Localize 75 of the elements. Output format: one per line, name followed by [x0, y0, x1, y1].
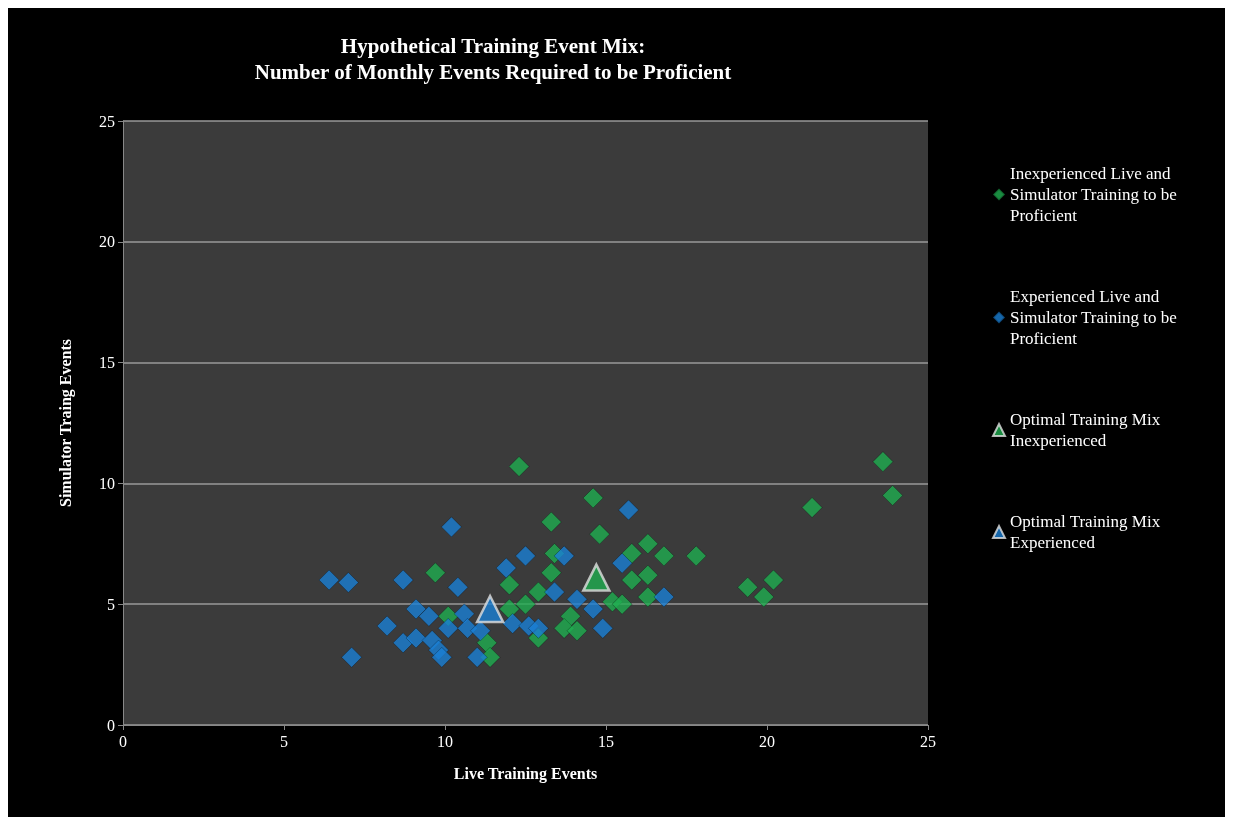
point: [431, 646, 453, 668]
point: [543, 581, 565, 603]
point: [611, 552, 633, 574]
point: [637, 586, 659, 608]
point: [527, 617, 549, 639]
x-tick-label: 0: [119, 732, 127, 750]
y-tick-label: 15: [99, 354, 115, 372]
x-tick-label: 25: [920, 732, 936, 750]
point: [737, 576, 759, 598]
x-tick-label: 20: [759, 732, 775, 750]
point: [405, 598, 427, 620]
point: [337, 571, 359, 593]
x-tick-label: 10: [437, 732, 453, 750]
point: [498, 598, 520, 620]
point: [418, 605, 440, 627]
point: [540, 511, 562, 533]
point: [466, 646, 488, 668]
legend-label: Inexperienced Live and Simulator Training to be Proficient: [1010, 164, 1181, 225]
point: [762, 569, 784, 591]
point: [341, 646, 363, 668]
point: [376, 615, 398, 637]
point: [637, 564, 659, 586]
legend-label: Optimal Training Mix Inexperienced: [1010, 410, 1161, 450]
point: [540, 562, 562, 584]
point: [611, 593, 633, 615]
point: [318, 569, 340, 591]
point: [560, 605, 582, 627]
point: [440, 516, 462, 538]
point: [508, 455, 530, 477]
point: [566, 620, 588, 642]
legend-label: Experienced Live and Simulator Training to be Proficient: [1010, 287, 1181, 348]
point: [469, 620, 491, 642]
point: [882, 484, 904, 506]
point: [653, 545, 675, 567]
point: [424, 562, 446, 584]
point: [405, 627, 427, 649]
point: [582, 563, 611, 592]
point: [589, 523, 611, 545]
y-tick-label: 25: [99, 112, 115, 130]
point: [801, 497, 823, 519]
x-tick-label: 5: [280, 732, 288, 750]
point: [495, 557, 517, 579]
point: [621, 569, 643, 591]
point: [447, 576, 469, 598]
point: [582, 487, 604, 509]
point: [475, 594, 505, 624]
point: [392, 632, 414, 654]
point: [592, 617, 614, 639]
point: [753, 586, 775, 608]
point: [618, 499, 640, 521]
x-tick-label: 15: [598, 732, 614, 750]
y-tick-label: 5: [107, 595, 115, 613]
point: [453, 603, 475, 625]
point: [621, 542, 643, 564]
point: [637, 533, 659, 555]
point: [685, 545, 707, 567]
point: [653, 586, 675, 608]
point: [566, 588, 588, 610]
legend-label: Optimal Training Mix Experienced: [1010, 512, 1161, 552]
point: [872, 451, 894, 473]
point: [502, 613, 524, 635]
y-axis-title: Simulator Traing Events: [56, 338, 75, 508]
point: [392, 569, 414, 591]
point: [498, 574, 520, 596]
x-axis-title: Live Training Events: [453, 764, 598, 783]
point: [582, 598, 604, 620]
point: [515, 593, 536, 615]
point: [515, 545, 536, 567]
point: [527, 581, 549, 603]
y-tick-label: 0: [107, 716, 115, 734]
point: [553, 545, 575, 567]
y-tick-label: 10: [99, 474, 115, 492]
point: [437, 617, 459, 639]
chart-title: Hypothetical Training Event Mix: Number of Monthly Events Required to be Proficient: [254, 34, 732, 84]
y-tick-label: 20: [99, 233, 115, 251]
